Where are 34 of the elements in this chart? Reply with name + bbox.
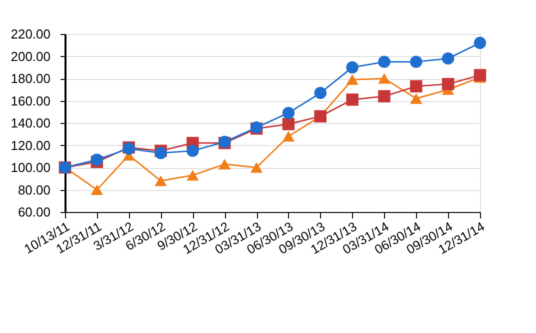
point [90,184,104,196]
y-tick-label: 100.00 [10,160,50,175]
point [186,170,199,181]
y-tick-label: 220.00 [10,26,50,42]
y-tick-label: 200.00 [10,48,50,64]
point [90,154,104,166]
y-tick-label: 60.00 [18,204,50,220]
point [282,118,295,130]
point [474,69,486,82]
point [346,74,358,85]
point [346,94,358,106]
y-tick-label: 180.00 [10,71,50,86]
y-tick-label: 80.00 [18,182,50,198]
point [282,131,295,142]
point [154,176,167,186]
point [314,86,327,100]
point [250,162,263,173]
y-tick-label: 160.00 [10,93,50,108]
point [282,106,295,120]
point [410,93,422,104]
point [378,73,390,84]
point [378,56,390,68]
y-tick-label: 120.00 [10,138,50,153]
point [442,78,454,90]
point [218,158,231,170]
point [154,146,167,160]
point [410,56,422,68]
point [442,52,454,65]
y-tick-label: 140.00 [10,116,50,130]
point [346,61,358,74]
point [410,80,422,92]
point [474,36,486,50]
point [378,90,390,102]
point [186,144,199,157]
